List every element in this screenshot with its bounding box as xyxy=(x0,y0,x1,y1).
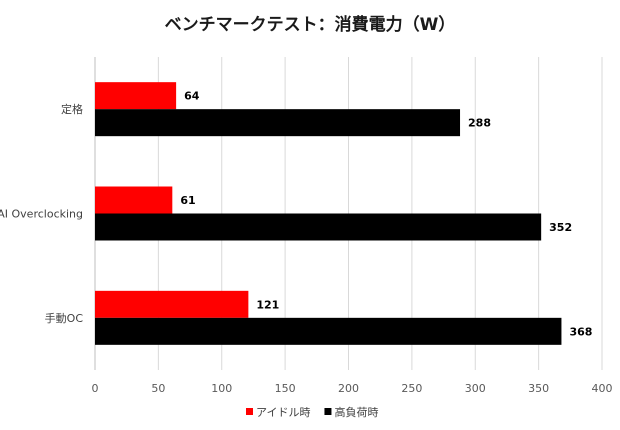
legend-label: アイドル時 xyxy=(256,406,310,419)
category-label: 定格 xyxy=(61,102,83,116)
x-tick-label: 100 xyxy=(211,382,232,395)
bar xyxy=(95,317,562,345)
x-tick-label: 150 xyxy=(275,382,296,395)
x-tick-label: 50 xyxy=(151,382,165,395)
data-label: 368 xyxy=(569,325,592,338)
bars: 64 288 61 352 121 368 xyxy=(95,82,592,345)
legend: アイドル時 高負荷時 xyxy=(246,405,378,419)
category-label: 手動OC xyxy=(45,311,84,325)
data-label: 121 xyxy=(256,298,279,311)
x-tick-label: 0 xyxy=(92,382,99,395)
x-tick-label: 400 xyxy=(592,382,613,395)
x-tick-label: 200 xyxy=(338,382,359,395)
data-label: 64 xyxy=(184,90,200,103)
data-label: 352 xyxy=(549,221,572,234)
bar xyxy=(95,82,177,110)
chart-title: ベンチマークテスト：消費電力（W） xyxy=(165,14,456,35)
category-label: AI Overclocking xyxy=(0,208,83,221)
x-tick-label: 350 xyxy=(528,382,549,395)
legend-swatch xyxy=(324,408,332,415)
bar xyxy=(95,213,542,241)
data-label: 288 xyxy=(468,117,491,130)
x-tick-label: 250 xyxy=(401,382,422,395)
bar xyxy=(95,290,249,318)
data-label: 61 xyxy=(180,194,195,207)
legend-swatch xyxy=(246,408,253,415)
legend-label: 高負荷時 xyxy=(334,405,378,419)
bar xyxy=(95,109,461,137)
bar xyxy=(95,186,173,214)
x-tick-label: 300 xyxy=(465,382,486,395)
